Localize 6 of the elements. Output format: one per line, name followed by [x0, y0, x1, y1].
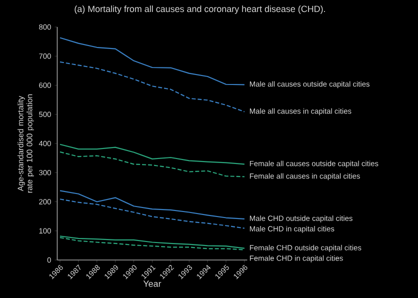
x-axis-title: Year	[143, 280, 162, 287]
chart-title: (a) Mortality from all causes and coronary heart disease (CHD).	[74, 6, 325, 14]
line-series	[59, 37, 246, 86]
line-series	[59, 144, 246, 165]
line-series	[59, 61, 246, 112]
line-series	[59, 151, 246, 178]
